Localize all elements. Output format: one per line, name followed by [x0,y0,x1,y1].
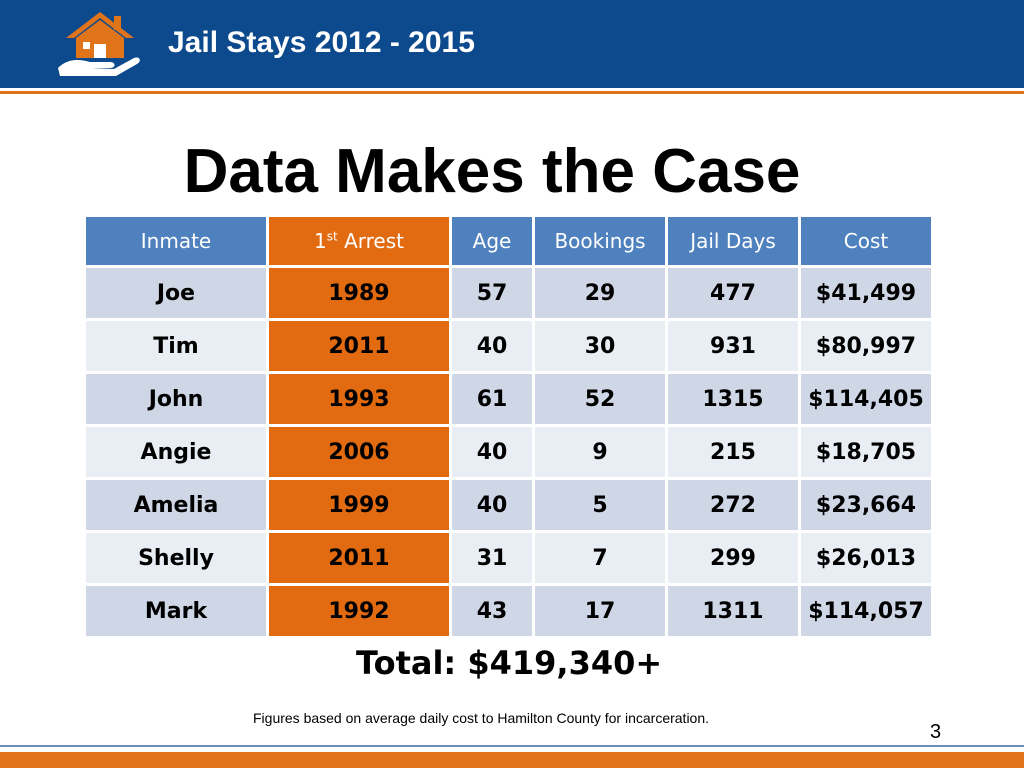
footnote: Figures based on average daily cost to H… [253,710,710,726]
footer-bar [0,752,1024,768]
cell-age: 57 [452,268,532,318]
cell-age: 31 [452,533,532,583]
cell-inmate: John [86,374,266,424]
cell-inmate: Tim [86,321,266,371]
page-title: Data Makes the Case [183,137,801,206]
cell-inmate: Amelia [86,480,266,530]
cell-bookings: 30 [535,321,665,371]
column-header-jail-days: Jail Days [668,217,798,265]
column-header-cost: Cost [801,217,931,265]
cell-cost: $80,997 [801,321,931,371]
cell-inmate: Joe [86,268,266,318]
cell-age: 61 [452,374,532,424]
table-row: Mark 1992 43 17 1311 $114,057 [86,586,931,636]
cell-inmate: Shelly [86,533,266,583]
table-row: Joe 1989 57 29 477 $41,499 [86,268,931,318]
cell-jail-days: 272 [668,480,798,530]
first-arrest-suffix: st [326,229,338,244]
table-row: Shelly 2011 31 7 299 $26,013 [86,533,931,583]
cell-first-arrest: 2011 [269,321,449,371]
header-title: Jail Stays 2012 - 2015 [168,26,475,59]
cell-jail-days: 1311 [668,586,798,636]
cell-bookings: 29 [535,268,665,318]
header-accent-line [0,91,1024,94]
cell-age: 40 [452,321,532,371]
header-bar: Jail Stays 2012 - 2015 [0,0,1024,88]
cell-bookings: 9 [535,427,665,477]
cell-first-arrest: 1993 [269,374,449,424]
cell-age: 40 [452,427,532,477]
cell-bookings: 5 [535,480,665,530]
cell-bookings: 17 [535,586,665,636]
cell-cost: $26,013 [801,533,931,583]
cell-cost: $114,057 [801,586,931,636]
cell-age: 43 [452,586,532,636]
column-header-age: Age [452,217,532,265]
cell-cost: $114,405 [801,374,931,424]
cell-cost: $23,664 [801,480,931,530]
cell-first-arrest: 2011 [269,533,449,583]
cell-first-arrest: 1999 [269,480,449,530]
inmate-table: Inmate 1st Arrest Age Bookings Jail Days… [83,214,934,639]
table-row: Amelia 1999 40 5 272 $23,664 [86,480,931,530]
table-header-row: Inmate 1st Arrest Age Bookings Jail Days… [86,217,931,265]
table-row: Tim 2011 40 30 931 $80,997 [86,321,931,371]
cell-bookings: 52 [535,374,665,424]
column-header-first-arrest: 1st Arrest [269,217,449,265]
cell-first-arrest: 1989 [269,268,449,318]
first-arrest-label: Arrest [337,229,404,253]
table-row: John 1993 61 52 1315 $114,405 [86,374,931,424]
cell-inmate: Mark [86,586,266,636]
cell-cost: $41,499 [801,268,931,318]
cell-inmate: Angie [86,427,266,477]
column-header-inmate: Inmate [86,217,266,265]
footer-rule [0,745,1024,747]
cell-bookings: 7 [535,533,665,583]
cell-jail-days: 215 [668,427,798,477]
table-row: Angie 2006 40 9 215 $18,705 [86,427,931,477]
first-arrest-number: 1 [314,229,327,253]
cell-age: 40 [452,480,532,530]
total-cost: Total: $419,340+ [356,644,663,682]
cell-jail-days: 299 [668,533,798,583]
column-header-bookings: Bookings [535,217,665,265]
cell-jail-days: 931 [668,321,798,371]
cell-jail-days: 1315 [668,374,798,424]
page-number: 3 [930,721,942,743]
cell-first-arrest: 1992 [269,586,449,636]
cell-jail-days: 477 [668,268,798,318]
cell-cost: $18,705 [801,427,931,477]
house-in-hand-icon [58,12,140,76]
cell-first-arrest: 2006 [269,427,449,477]
